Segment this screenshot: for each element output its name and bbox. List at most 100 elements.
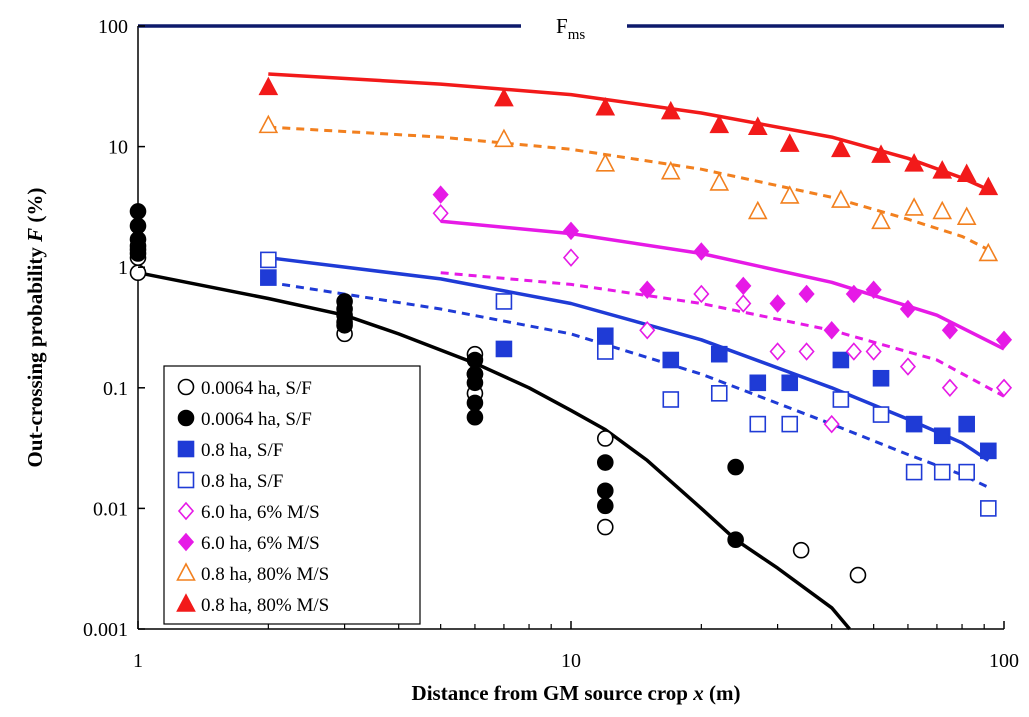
data-point-s6-5	[735, 276, 752, 296]
data-markers	[129, 76, 1013, 584]
y-axis-title: Out-crossing probability F (%)	[23, 188, 47, 468]
data-point-s4-2	[495, 293, 513, 310]
data-point-s5-5	[735, 294, 752, 313]
data-point-s5-3	[639, 321, 656, 340]
legend-label-8: 0.8 ha, 80% M/S	[201, 595, 329, 616]
data-point-s7-4	[660, 160, 681, 180]
data-point-s7-3	[595, 153, 616, 172]
y-axis-title-prefix: Out-crossing probability	[23, 242, 47, 468]
x-axis-title: Distance from GM source crop x (m)	[412, 681, 741, 705]
data-point-s7-2	[494, 128, 514, 148]
data-point-s2-13	[466, 394, 484, 412]
data-point-s5-9	[845, 342, 862, 361]
axes: 0.001 0.01 0.1 1 10 100 1 10 100 Distance from GM…	[23, 16, 1019, 705]
data-point-s8-10	[904, 153, 924, 172]
threshold-label: Fms	[556, 14, 585, 43]
data-point-s6-9	[845, 284, 862, 304]
data-point-s6-1	[432, 185, 449, 204]
data-point-s3-12	[958, 415, 975, 433]
data-point-s5-4	[693, 284, 710, 304]
legend-label-7: 0.8 ha, 80% M/S	[201, 564, 329, 585]
data-point-s8-3	[595, 97, 616, 116]
data-point-s8-5	[709, 114, 730, 134]
data-point-s8-4	[660, 100, 681, 120]
fit-line-6	[268, 125, 989, 251]
data-point-s6-13	[995, 330, 1013, 350]
x-tick-label: 10	[561, 650, 581, 672]
data-point-s3-13	[980, 442, 997, 460]
data-point-s4-9	[872, 406, 890, 423]
data-point-s6-10	[865, 280, 882, 299]
data-point-s2-15	[596, 454, 614, 471]
legend-label-2: 0.0064 ha, S/F	[201, 409, 312, 430]
data-point-s5-2	[562, 248, 580, 267]
data-point-s4-7	[781, 415, 799, 433]
data-point-s6-7	[798, 284, 815, 304]
data-point-s6-2	[562, 221, 580, 241]
data-point-s4-12	[958, 463, 975, 481]
legend-marker-1	[177, 378, 195, 396]
data-point-s7-1	[258, 114, 279, 134]
data-point-s4-11	[933, 463, 951, 481]
threshold-line: Fms	[138, 14, 1004, 43]
data-point-s7-8	[831, 189, 851, 208]
data-point-s5-11	[899, 357, 917, 376]
y-tick-label: 1	[118, 257, 128, 279]
y-axis-title-unit: (%)	[23, 188, 47, 228]
data-point-s8-1	[258, 76, 279, 96]
data-point-s8-13	[978, 176, 999, 196]
legend-marker-7	[176, 562, 196, 581]
data-point-s1-12	[849, 566, 867, 584]
data-point-s3-4	[662, 351, 680, 369]
legend-label-3: 0.8 ha, S/F	[201, 440, 283, 461]
fit-line-1	[137, 270, 851, 631]
data-point-s6-3	[639, 280, 656, 299]
data-point-s6-4	[693, 242, 710, 261]
data-point-s2-19	[727, 531, 744, 549]
data-point-s4-6	[749, 415, 767, 433]
data-point-s8-12	[956, 163, 977, 183]
legend-label-6: 6.0 ha, 6% M/S	[201, 533, 320, 554]
data-point-s3-6	[749, 374, 767, 392]
y-tick-label: 100	[98, 16, 128, 38]
data-point-s4-4	[662, 391, 680, 408]
data-point-s2-10	[466, 351, 484, 369]
data-point-s3-8	[832, 351, 850, 369]
data-point-s8-2	[494, 87, 514, 107]
threshold-label-subscript: ms	[568, 27, 586, 43]
data-point-s8-11	[932, 160, 953, 179]
legend-marker-5	[177, 501, 195, 521]
legend-label-4: 0.8 ha, S/F	[201, 471, 283, 492]
data-point-s2-14	[466, 408, 484, 426]
data-point-s2-1	[129, 203, 147, 220]
data-point-s3-7	[781, 374, 799, 392]
data-point-s6-6	[769, 294, 786, 313]
x-axis-title-prefix: Distance from GM source crop	[412, 681, 694, 705]
y-axis-title-variable: F	[23, 228, 47, 243]
legend: 0.0064 ha, S/F 0.0064 ha, S/F 0.8 ha, S/F 0…	[163, 365, 421, 625]
data-point-s4-1	[260, 251, 277, 269]
data-point-s3-1	[260, 269, 277, 286]
data-point-s3-2	[495, 340, 513, 358]
data-point-s5-6	[769, 342, 786, 361]
x-axis-title-unit: (m)	[704, 681, 741, 705]
legend-box	[163, 365, 421, 625]
legend-marker-2	[177, 409, 195, 427]
data-point-s3-9	[872, 369, 890, 387]
x-axis-title-variable: x	[692, 681, 704, 705]
data-point-s6-12	[941, 321, 958, 340]
y-tick-label: 0.001	[83, 619, 128, 641]
data-point-s7-13	[978, 242, 999, 262]
data-point-s2-16	[596, 482, 614, 500]
legend-marker-3	[177, 440, 195, 458]
data-point-s3-10	[905, 415, 923, 433]
data-point-s2-9	[336, 316, 353, 334]
data-point-s2-17	[596, 497, 614, 515]
fit-line-5	[440, 271, 1005, 398]
data-point-s1-9	[596, 430, 614, 447]
data-point-s7-6	[747, 200, 768, 220]
data-point-s5-13	[995, 378, 1013, 398]
data-point-s5-7	[798, 342, 815, 361]
data-point-s3-5	[710, 345, 728, 363]
fit-line-4	[440, 219, 1005, 351]
